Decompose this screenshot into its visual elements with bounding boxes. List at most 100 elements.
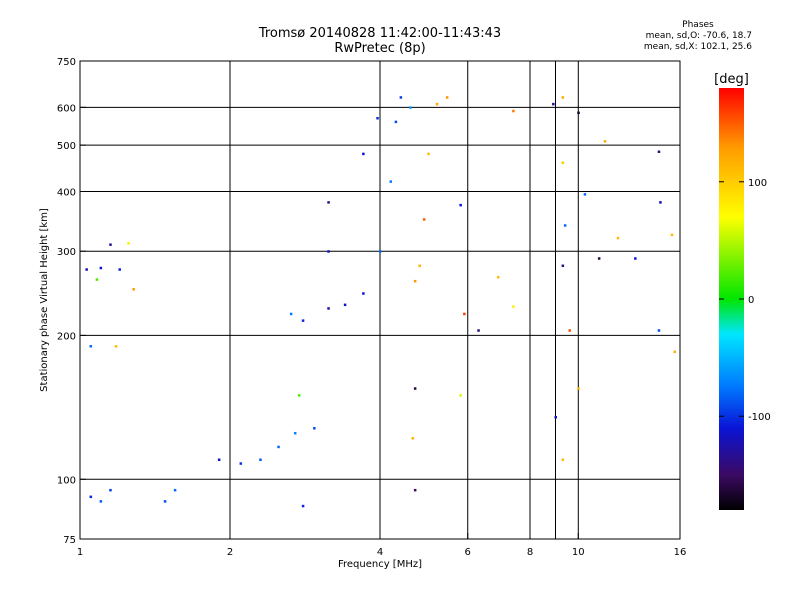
x-tick-label: 2 <box>227 547 233 558</box>
data-point <box>583 193 587 196</box>
data-point <box>597 257 601 260</box>
data-point <box>616 236 620 240</box>
data-point <box>343 303 347 307</box>
data-point <box>301 319 305 322</box>
data-point <box>568 329 571 332</box>
data-point <box>657 329 661 332</box>
data-point <box>85 268 88 271</box>
data-point <box>477 329 480 332</box>
y-tick-label: 500 <box>57 141 76 152</box>
data-point <box>673 350 677 354</box>
data-point <box>297 394 301 397</box>
phase-stats-x-mode: mean, sd,X: 102.1, 25.6 <box>643 42 752 52</box>
data-point <box>413 279 417 283</box>
data-point <box>132 288 135 291</box>
grid-lines <box>80 61 680 539</box>
data-point <box>362 152 365 156</box>
data-point <box>496 275 500 279</box>
data-point <box>327 307 330 310</box>
data-point <box>362 292 365 295</box>
x-tick-label: 10 <box>572 547 585 558</box>
data-point <box>413 387 417 390</box>
data-point <box>459 394 462 397</box>
data-point <box>563 224 567 227</box>
data-point <box>459 203 462 207</box>
data-point <box>394 120 398 124</box>
data-point <box>277 445 280 449</box>
y-tick-label: 300 <box>57 247 76 258</box>
x-tick-label: 6 <box>465 547 471 558</box>
data-point <box>109 488 112 492</box>
data-point <box>554 415 557 419</box>
data-point <box>577 111 580 115</box>
data-point <box>413 488 417 492</box>
y-tick-label: 100 <box>57 475 76 486</box>
chart-title-block: Tromsø 20140828 11:42:00-11:43:43 RwPret… <box>200 26 560 56</box>
data-point <box>99 500 103 503</box>
data-point <box>445 96 449 99</box>
data-point <box>293 431 297 435</box>
chart-title: Tromsø 20140828 11:42:00-11:43:43 <box>258 26 502 41</box>
data-point <box>239 462 243 465</box>
data-point <box>512 109 515 113</box>
data-point <box>427 152 430 156</box>
data-point <box>118 268 121 271</box>
data-point <box>561 96 565 99</box>
data-point <box>127 242 130 245</box>
phase-stats-heading: Phases <box>682 20 714 30</box>
y-tick-label: 750 <box>57 57 76 68</box>
data-point <box>109 243 112 246</box>
data-point <box>670 233 674 237</box>
data-point <box>512 305 515 308</box>
x-axis-title: Frequency [MHz] <box>338 559 422 570</box>
colorbar-label: [deg] <box>714 72 749 87</box>
x-tick-label: 8 <box>527 547 533 558</box>
data-point <box>259 458 262 461</box>
data-point <box>603 140 607 143</box>
colorbar-ticks: 100 0 -100 <box>719 178 771 423</box>
data-point <box>327 250 330 253</box>
data-point <box>411 436 415 440</box>
data-point <box>289 312 293 316</box>
y-tick-label: 75 <box>63 535 76 546</box>
y-tick-label: 600 <box>57 103 76 114</box>
data-point <box>399 96 403 99</box>
data-point <box>435 102 439 106</box>
data-point <box>376 116 379 120</box>
data-point <box>422 218 426 221</box>
data-point <box>301 504 305 508</box>
colorbar-tick-label: 0 <box>748 295 754 306</box>
data-point <box>552 102 555 106</box>
colorbar-tick-label: 100 <box>748 178 767 189</box>
data-point <box>389 180 393 183</box>
data-point <box>561 161 565 164</box>
y-axis-title: Stationary phase Virtual Height [km] <box>39 208 50 392</box>
data-point <box>657 150 661 153</box>
data-point <box>313 427 316 430</box>
x-tick-label: 4 <box>377 547 383 558</box>
data-point <box>95 278 99 281</box>
data-point <box>114 345 118 348</box>
data-point <box>89 495 93 499</box>
x-tick-label: 16 <box>674 547 687 558</box>
data-point <box>418 264 421 268</box>
data-point <box>327 201 330 204</box>
data-point <box>577 387 580 390</box>
data-point <box>173 488 177 492</box>
data-point <box>89 345 93 348</box>
phase-stats-o-mode: mean, sd,O: -70.6, 18.7 <box>645 31 752 41</box>
data-point <box>634 257 637 260</box>
data-point <box>379 250 382 253</box>
y-tick-label: 400 <box>57 187 76 198</box>
axis-ticks: 1 2 4 6 8 10 16 75 100 200 300 400 500 600 750 <box>57 57 686 558</box>
data-point <box>659 201 662 204</box>
data-point <box>217 458 221 461</box>
phase-stats: Phases mean, sd,O: -70.6, 18.7 mean, sd,… <box>644 20 752 53</box>
colorbar-tick-label: -100 <box>748 412 771 423</box>
data-point <box>463 312 466 316</box>
data-point <box>561 264 565 268</box>
x-tick-label: 1 <box>77 547 83 558</box>
data-point <box>99 266 103 270</box>
data-points <box>85 96 677 508</box>
